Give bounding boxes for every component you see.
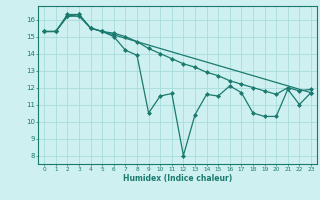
X-axis label: Humidex (Indice chaleur): Humidex (Indice chaleur): [123, 174, 232, 183]
